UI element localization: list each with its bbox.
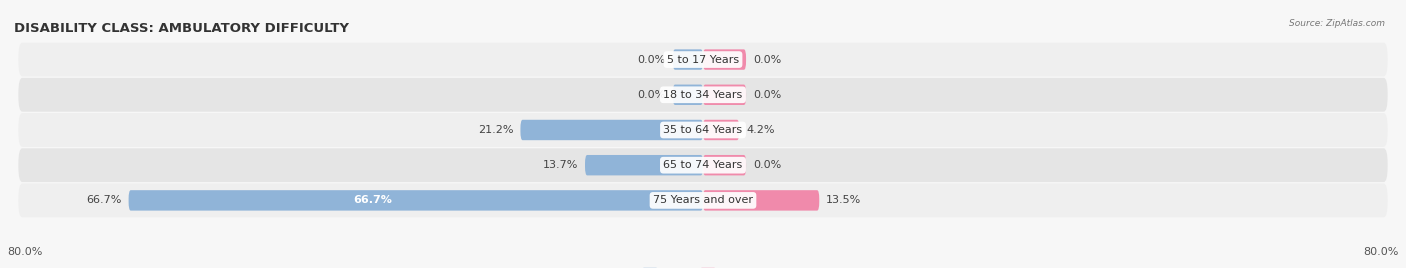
FancyBboxPatch shape (18, 148, 1388, 182)
FancyBboxPatch shape (18, 184, 1388, 217)
Text: 13.7%: 13.7% (543, 160, 578, 170)
Text: 66.7%: 66.7% (353, 195, 392, 205)
Text: Source: ZipAtlas.com: Source: ZipAtlas.com (1289, 19, 1385, 28)
Text: 4.2%: 4.2% (747, 125, 775, 135)
Text: 75 Years and over: 75 Years and over (652, 195, 754, 205)
FancyBboxPatch shape (520, 120, 703, 140)
FancyBboxPatch shape (703, 155, 747, 175)
Text: 65 to 74 Years: 65 to 74 Years (664, 160, 742, 170)
Text: 0.0%: 0.0% (754, 90, 782, 100)
FancyBboxPatch shape (703, 85, 747, 105)
Text: 35 to 64 Years: 35 to 64 Years (664, 125, 742, 135)
FancyBboxPatch shape (673, 85, 703, 105)
FancyBboxPatch shape (18, 43, 1388, 76)
Legend: Male, Female: Male, Female (638, 263, 768, 268)
Text: 0.0%: 0.0% (638, 90, 666, 100)
Text: 18 to 34 Years: 18 to 34 Years (664, 90, 742, 100)
Text: 0.0%: 0.0% (638, 55, 666, 65)
FancyBboxPatch shape (18, 113, 1388, 147)
FancyBboxPatch shape (673, 49, 703, 70)
Text: 80.0%: 80.0% (1364, 247, 1399, 257)
Text: 66.7%: 66.7% (86, 195, 122, 205)
Text: 21.2%: 21.2% (478, 125, 513, 135)
FancyBboxPatch shape (703, 120, 740, 140)
Text: 0.0%: 0.0% (754, 55, 782, 65)
FancyBboxPatch shape (703, 190, 820, 211)
Text: 13.5%: 13.5% (827, 195, 862, 205)
FancyBboxPatch shape (128, 190, 703, 211)
Text: 0.0%: 0.0% (754, 160, 782, 170)
FancyBboxPatch shape (703, 49, 747, 70)
Text: 5 to 17 Years: 5 to 17 Years (666, 55, 740, 65)
Text: DISABILITY CLASS: AMBULATORY DIFFICULTY: DISABILITY CLASS: AMBULATORY DIFFICULTY (14, 22, 349, 35)
Text: 80.0%: 80.0% (7, 247, 42, 257)
FancyBboxPatch shape (585, 155, 703, 175)
FancyBboxPatch shape (18, 78, 1388, 112)
